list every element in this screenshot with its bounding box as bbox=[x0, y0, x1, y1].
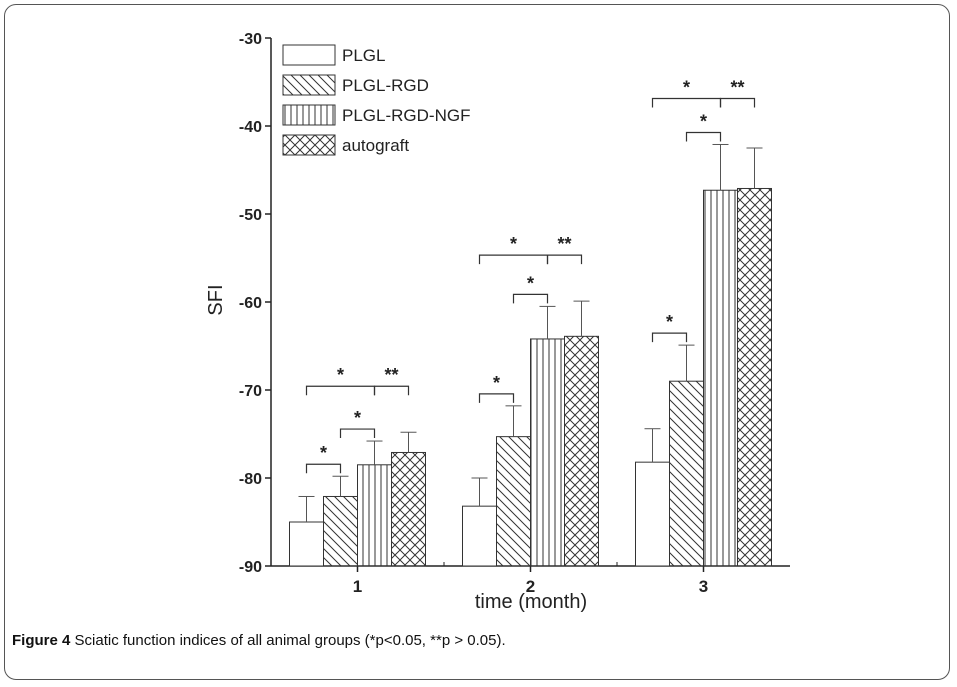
y-tick-label: -90 bbox=[239, 559, 262, 576]
significance-label: * bbox=[666, 312, 673, 332]
bar bbox=[391, 451, 426, 567]
figure-caption-text: Sciatic function indices of all animal g… bbox=[74, 632, 506, 649]
significance-label: * bbox=[700, 111, 707, 131]
bar bbox=[703, 189, 738, 567]
significance-bracket bbox=[373, 385, 410, 396]
figure-caption: Figure 4 Sciatic function indices of all… bbox=[12, 632, 506, 649]
significance-label: * bbox=[527, 273, 534, 293]
bar bbox=[462, 505, 497, 567]
significance-bracket bbox=[651, 97, 722, 108]
significance-bracket bbox=[685, 131, 722, 142]
y-tick-label: -80 bbox=[239, 471, 262, 488]
significance-bracket bbox=[546, 254, 583, 265]
bar bbox=[496, 436, 531, 567]
bar bbox=[323, 495, 358, 567]
legend-swatch bbox=[282, 44, 336, 66]
figure-label: Figure 4 bbox=[12, 632, 71, 649]
significance-bracket bbox=[478, 254, 549, 265]
legend-label: PLGL-RGD bbox=[342, 76, 429, 95]
bar bbox=[289, 521, 324, 567]
legend-label: PLGL bbox=[342, 46, 385, 65]
bar bbox=[737, 187, 772, 567]
significance-label: * bbox=[493, 373, 500, 393]
legend-swatch bbox=[282, 134, 336, 156]
significance-label: * bbox=[510, 234, 517, 254]
bar-chart: -30-40-50-60-70-80-901 2 3 *** ** *** ***** **… bbox=[205, 31, 790, 613]
x-tick-label: 2 bbox=[526, 577, 535, 596]
bar bbox=[530, 338, 565, 567]
bar bbox=[635, 461, 670, 567]
bar bbox=[564, 335, 599, 567]
figure-frame bbox=[4, 4, 950, 680]
x-tick-label: 3 bbox=[699, 577, 708, 596]
significance-bracket bbox=[651, 332, 688, 343]
significance-bracket bbox=[339, 428, 376, 439]
significance-label: * bbox=[354, 408, 361, 428]
legend-swatch bbox=[282, 74, 336, 96]
y-tick-label: -30 bbox=[239, 31, 262, 48]
y-tick-label: -70 bbox=[239, 383, 262, 400]
y-axis-label: SFI bbox=[205, 284, 227, 315]
y-tick-label: -40 bbox=[239, 119, 262, 136]
significance-bracket bbox=[512, 293, 549, 304]
y-tick-label: -60 bbox=[239, 295, 262, 312]
significance-label: ** bbox=[557, 234, 571, 254]
y-tick-label: -50 bbox=[239, 207, 262, 224]
significance-label: ** bbox=[730, 77, 744, 97]
legend-label: autograft bbox=[342, 136, 409, 155]
bar bbox=[357, 464, 392, 567]
legend-swatch bbox=[282, 104, 336, 126]
bar bbox=[669, 380, 704, 567]
significance-label: * bbox=[320, 443, 327, 463]
significance-label: * bbox=[683, 77, 690, 97]
significance-bracket bbox=[478, 393, 515, 403]
significance-label: * bbox=[337, 365, 344, 385]
significance-bracket bbox=[305, 385, 376, 396]
legend-label: PLGL-RGD-NGF bbox=[342, 106, 470, 125]
significance-bracket bbox=[719, 97, 756, 108]
x-tick-label: 1 bbox=[353, 577, 362, 596]
significance-bracket bbox=[305, 463, 342, 474]
x-axis-label: time (month) bbox=[475, 591, 587, 613]
significance-label: ** bbox=[384, 365, 398, 385]
